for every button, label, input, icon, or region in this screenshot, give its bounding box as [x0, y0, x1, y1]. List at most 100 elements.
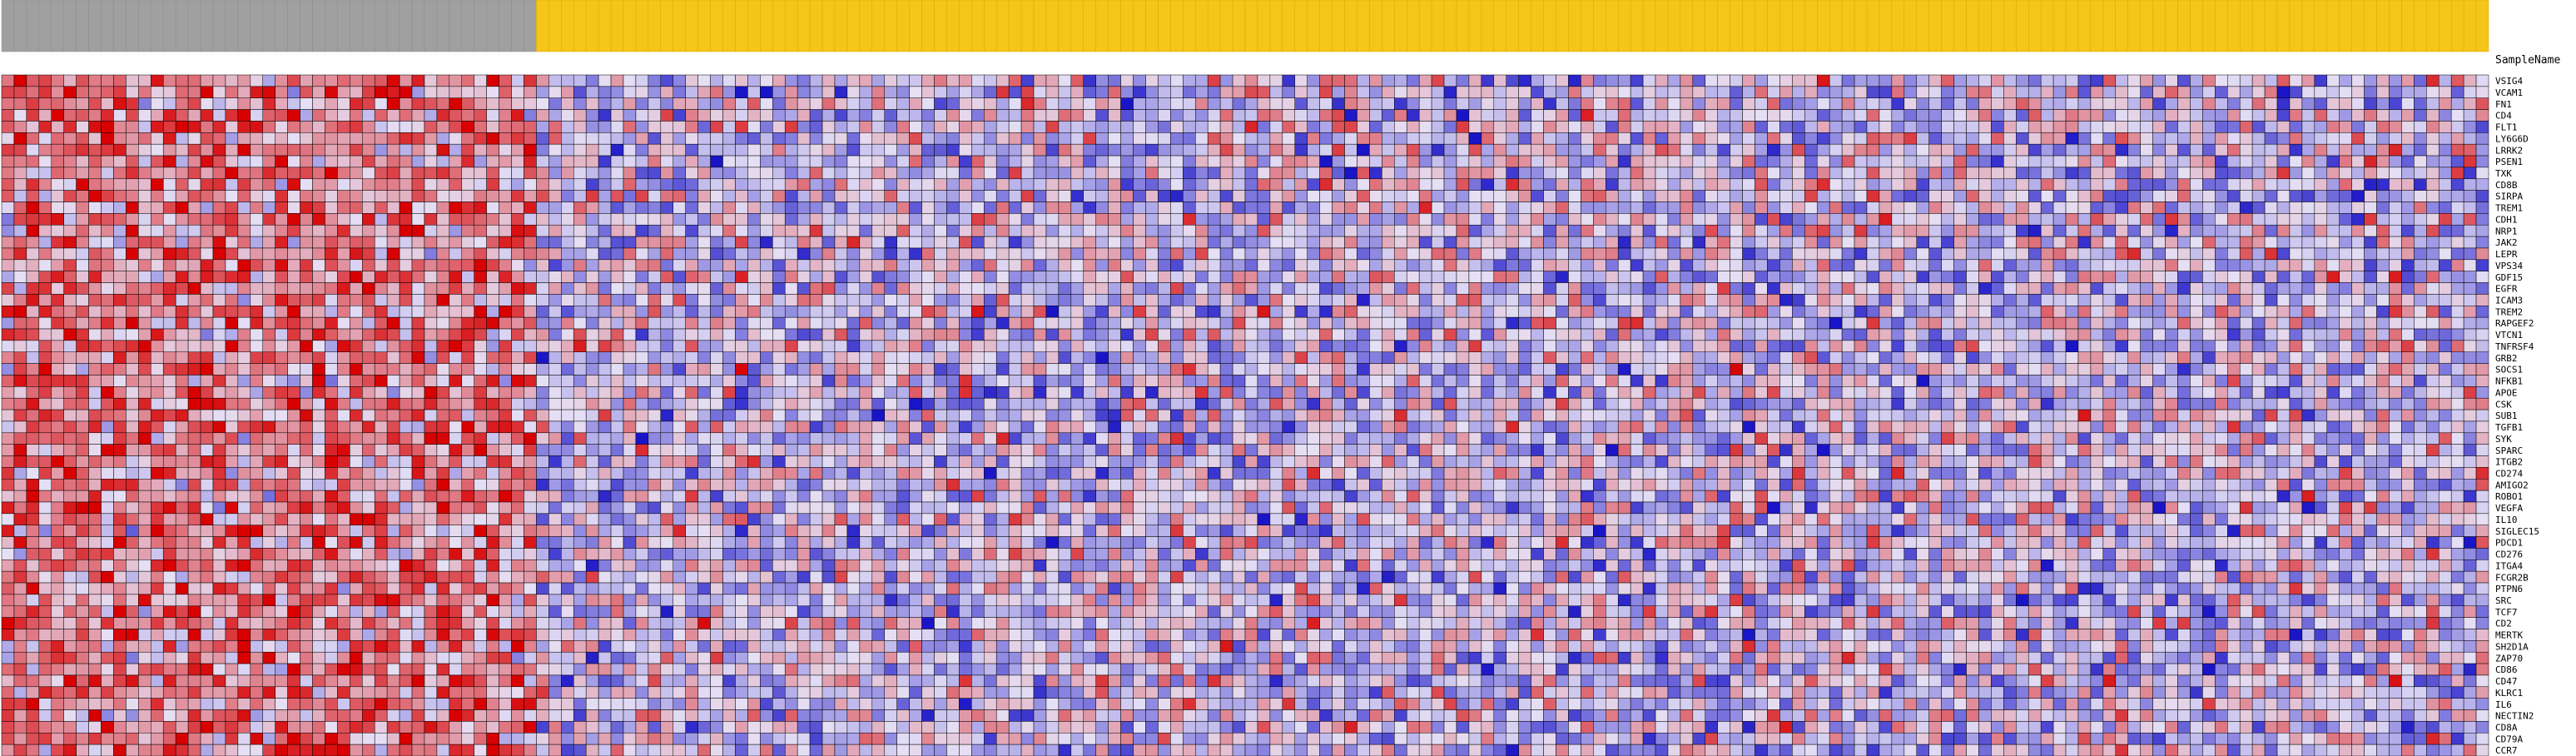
heatmap-cell [386, 74, 400, 87]
heatmap-cell [411, 97, 425, 110]
heatmap-cell [1680, 74, 1694, 87]
heatmap-cell [325, 121, 338, 133]
heatmap-cell [2090, 74, 2104, 87]
heatmap-cell [1319, 259, 1333, 271]
heatmap-cell [1158, 109, 1171, 122]
heatmap-cell [1966, 213, 1979, 226]
heatmap-cell [1916, 316, 1929, 330]
heatmap-cell [2364, 236, 2377, 249]
heatmap-cell [1108, 132, 1121, 145]
heatmap-cell [1642, 294, 1656, 306]
heatmap-cell [561, 224, 574, 237]
heatmap-cell [2102, 271, 2117, 283]
heatmap-cell [2326, 224, 2340, 237]
heatmap-cell [1568, 132, 1581, 145]
heatmap-cell [747, 143, 761, 157]
heatmap-cell [200, 247, 214, 261]
heatmap-cell [1443, 328, 1457, 341]
heatmap-cell [275, 294, 288, 306]
heatmap-cell [2289, 316, 2303, 330]
heatmap-cell [411, 328, 425, 341]
heatmap-cell [909, 224, 922, 237]
heatmap-cell [673, 167, 686, 180]
heatmap-cell [610, 340, 624, 352]
sample-group-swatch [1941, 0, 1954, 52]
heatmap-cell [287, 190, 300, 202]
heatmap-cell [884, 316, 897, 330]
heatmap-cell [2190, 306, 2203, 318]
heatmap-cell [1456, 328, 1470, 341]
heatmap-cell [1779, 247, 1793, 261]
heatmap-cell [1307, 340, 1320, 352]
heatmap-cell [461, 109, 474, 122]
sample-group-swatch [1058, 0, 1072, 52]
heatmap-cell [1194, 178, 1209, 191]
heatmap-cell [1120, 167, 1134, 180]
heatmap-cell [1294, 271, 1308, 283]
heatmap-cell [623, 190, 637, 202]
heatmap-cell [971, 236, 985, 249]
heatmap-cell [2115, 109, 2128, 122]
heatmap-cell [1916, 271, 1929, 283]
heatmap-cell [1194, 190, 1209, 202]
heatmap-cell [1207, 271, 1221, 283]
heatmap-cell [1443, 294, 1457, 306]
heatmap-cell [1717, 236, 1730, 249]
heatmap-cell [2215, 201, 2228, 214]
heatmap-cell [76, 259, 89, 271]
heatmap-cell [1581, 328, 1594, 341]
sample-group-swatch [250, 0, 263, 52]
heatmap-cell [76, 236, 89, 249]
heatmap-cell [424, 224, 438, 237]
heatmap-cell [896, 271, 910, 283]
heatmap-cell [536, 294, 549, 306]
heatmap-cell [2401, 247, 2415, 261]
heatmap-cell [1456, 178, 1470, 191]
heatmap-cell [2202, 109, 2216, 122]
heatmap-cell [511, 74, 524, 87]
heatmap-cell [921, 74, 935, 87]
heatmap-cell [2301, 259, 2315, 271]
heatmap-cell [1841, 143, 1855, 157]
heatmap-cell [2003, 109, 2017, 122]
heatmap-cell [1692, 86, 1706, 98]
heatmap-cell [1357, 190, 1370, 202]
heatmap-cell [486, 178, 499, 191]
heatmap-cell [1642, 190, 1656, 202]
heatmap-cell [772, 282, 786, 295]
heatmap-cell [2090, 247, 2104, 261]
heatmap-cell [1468, 155, 1482, 168]
heatmap-cell [2115, 201, 2128, 214]
heatmap-cell [573, 282, 587, 295]
heatmap-cell [1020, 109, 1035, 122]
heatmap-cell [1742, 74, 1755, 87]
heatmap-cell [2414, 294, 2427, 306]
heatmap-cell [126, 121, 139, 133]
heatmap-cell [1755, 143, 1768, 157]
heatmap-cell [1020, 282, 1035, 295]
heatmap-cell [2090, 224, 2104, 237]
heatmap-cell [1593, 224, 1606, 237]
heatmap-cell [1294, 247, 1308, 261]
heatmap-cell [101, 74, 114, 87]
heatmap-cell [635, 132, 649, 145]
heatmap-cell [648, 282, 662, 295]
heatmap-cell [237, 340, 251, 352]
heatmap-cell [2016, 213, 2029, 226]
heatmap-cell [1655, 74, 1669, 87]
heatmap-cell [1319, 294, 1333, 306]
heatmap-cell [76, 86, 89, 98]
heatmap-cell [1568, 271, 1581, 283]
heatmap-cell [250, 306, 263, 318]
heatmap-cell [1045, 109, 1060, 122]
heatmap-cell [2364, 328, 2377, 341]
heatmap-cell [1020, 259, 1035, 271]
heatmap-cell [2401, 143, 2415, 157]
heatmap-cell [237, 167, 251, 180]
heatmap-cell [1903, 190, 1918, 202]
heatmap-cell [101, 224, 114, 237]
heatmap-cell [946, 155, 960, 168]
heatmap-cell [350, 236, 363, 249]
heatmap-cell [461, 282, 474, 295]
heatmap-cell [486, 190, 499, 202]
